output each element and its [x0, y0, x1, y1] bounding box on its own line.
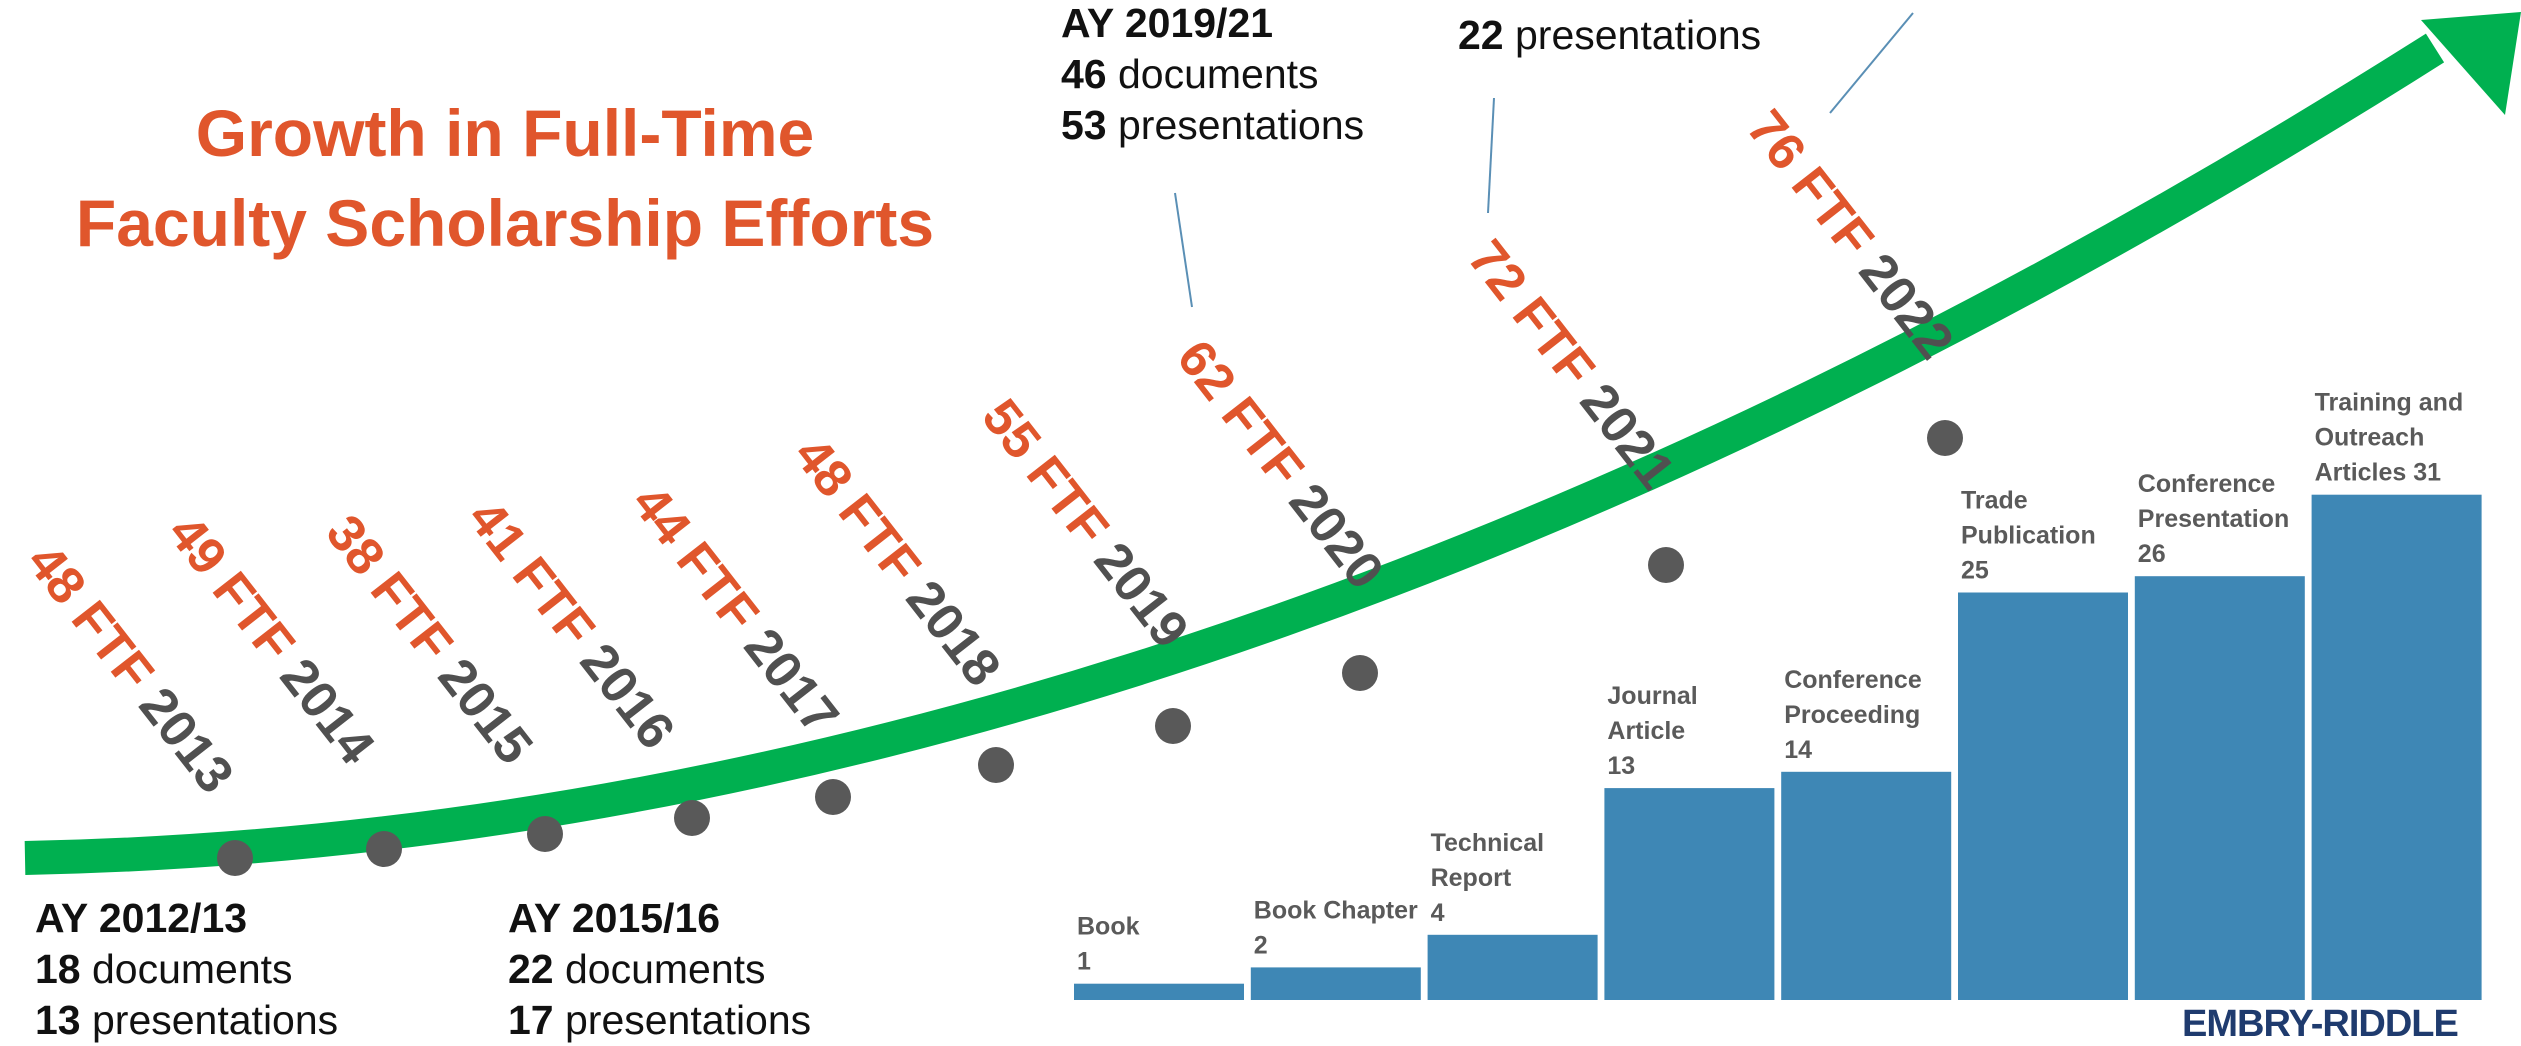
pres-label: presentations — [1106, 102, 1365, 148]
ftf-count: 48 FTF — [16, 534, 174, 713]
timeline-dot-5 — [978, 747, 1014, 783]
timeline-dot-6 — [1155, 708, 1191, 744]
timeline-label-5: 48 FTF 2018 — [783, 427, 1012, 697]
bar-label-0-0: Book — [1077, 913, 1140, 941]
timeline-dot-8 — [1648, 547, 1684, 583]
title-line-1: Growth in Full-Time — [195, 96, 815, 170]
bar-4 — [1781, 771, 1952, 1000]
ftf-count: 55 FTF — [971, 389, 1129, 568]
bar-2 — [1427, 934, 1598, 1000]
pres-count: 13 — [35, 997, 81, 1043]
bar-label-4-0: Conference — [1784, 666, 1922, 694]
year-block-ay: AY 2019/21 — [1061, 0, 1274, 46]
ftf-count: 41 FTF — [457, 490, 615, 669]
title-line-2: Faculty Scholarship Efforts — [75, 186, 935, 260]
timeline-dot-1 — [366, 831, 402, 867]
bar-6 — [2134, 576, 2305, 1000]
timeline-label-8: 72 FTF 2021 — [1457, 230, 1686, 500]
bar-label-5-0: Trade — [1961, 487, 2028, 515]
pres-label: presentations — [553, 997, 812, 1043]
ftf-count: 38 FTF — [315, 505, 473, 684]
page-title: Growth in Full-Time Faculty Scholarship … — [0, 88, 1010, 268]
bar-label-3-2: 13 — [1607, 752, 1635, 780]
leader-line-1 — [1487, 97, 1495, 214]
leader-line-0 — [1174, 192, 1193, 308]
bar-label-4-1: Proceeding — [1784, 701, 1920, 729]
timeline-label-6: 55 FTF 2019 — [971, 389, 1200, 659]
bar-0 — [1074, 983, 1244, 1000]
bar-1 — [1250, 967, 1421, 1000]
ftf-count: 72 FTF — [1457, 230, 1615, 409]
bar-label-7-2: Articles 31 — [2315, 459, 2442, 487]
docs-label: documents — [1106, 51, 1319, 97]
growth-curve-line — [24, 33, 2445, 875]
timeline-label-7: 62 FTF 2020 — [1166, 330, 1395, 600]
bar-label-0-1: 1 — [1077, 948, 1091, 976]
year-block-2012: AY 2012/13 18 documents 13 presentations — [35, 893, 338, 1046]
ftf-count: 62 FTF — [1166, 330, 1324, 509]
pres-count: 22 — [1458, 12, 1504, 58]
year-block-2015: AY 2015/16 22 documents 17 presentations — [508, 893, 811, 1046]
embry-riddle-logo: EMBRY-RIDDLE — [2182, 1003, 2459, 1045]
bar-chart: Book 1 Book Chapter 2 Technical Report 4 Journa… — [1074, 389, 2482, 1000]
bar-label-1-0: Book Chapter — [1254, 896, 1418, 924]
timeline-dot-3 — [674, 800, 710, 836]
bar-7 — [2311, 494, 2482, 1000]
bar-label-2-0: Technical — [1431, 829, 1544, 857]
timeline-dot-9 — [1927, 420, 1963, 456]
pres-label: presentations — [80, 997, 339, 1043]
timeline-label-9: 76 FTF 2022 — [1736, 100, 1965, 370]
pres-count: 17 — [508, 997, 554, 1043]
leader-lines — [1174, 12, 1914, 308]
pres-count: 53 — [1061, 102, 1107, 148]
year-block-ay: AY 2015/16 — [508, 895, 721, 941]
timeline-dot-0 — [217, 840, 253, 876]
bar-label-5-2: 25 — [1961, 557, 1989, 585]
docs-count: 18 — [35, 946, 81, 992]
bar-label-4-2: 14 — [1784, 736, 1812, 764]
bar-label-7-0: Training and — [2315, 389, 2464, 417]
docs-count: 22 — [508, 946, 554, 992]
ftf-count: 76 FTF — [1736, 100, 1894, 279]
docs-count: 46 — [1061, 51, 1107, 97]
bar-5 — [1958, 592, 2128, 1000]
bar-label-5-1: Publication — [1961, 522, 2096, 550]
pres-label: presentations — [1503, 12, 1762, 58]
bar-label-6-2: 26 — [2138, 540, 2166, 568]
bar-3 — [1604, 788, 1775, 1000]
docs-label: documents — [80, 946, 293, 992]
arrow-head-icon — [2421, 12, 2521, 115]
bar-label-2-1: Report — [1431, 864, 1512, 892]
bar-label-7-1: Outreach — [2315, 424, 2425, 452]
ftf-count: 49 FTF — [157, 505, 315, 684]
leader-line-2 — [1829, 12, 1914, 114]
timeline-dot-7 — [1342, 655, 1378, 691]
docs-label: documents — [553, 946, 766, 992]
bar-label-1-1: 2 — [1254, 931, 1268, 959]
year-block-ay: AY 2012/13 — [35, 895, 248, 941]
bar-label-6-1: Presentation — [2138, 505, 2289, 533]
ftf-count: 48 FTF — [783, 427, 941, 606]
bar-label-2-2: 4 — [1431, 899, 1445, 927]
timeline-dot-2 — [527, 816, 563, 852]
bar-label-3-1: Article — [1607, 717, 1685, 745]
ftf-count: 44 FTF — [621, 475, 779, 654]
bar-label-6-0: Conference — [2138, 470, 2276, 498]
bar-label-3-0: Journal — [1607, 682, 1697, 710]
timeline-dot-4 — [815, 779, 851, 815]
growth-curve — [24, 12, 2521, 876]
year-block-partial: 22 presentations — [1458, 10, 1761, 61]
year-block-2019: AY 2019/21 46 documents 53 presentations — [1061, 0, 1364, 151]
